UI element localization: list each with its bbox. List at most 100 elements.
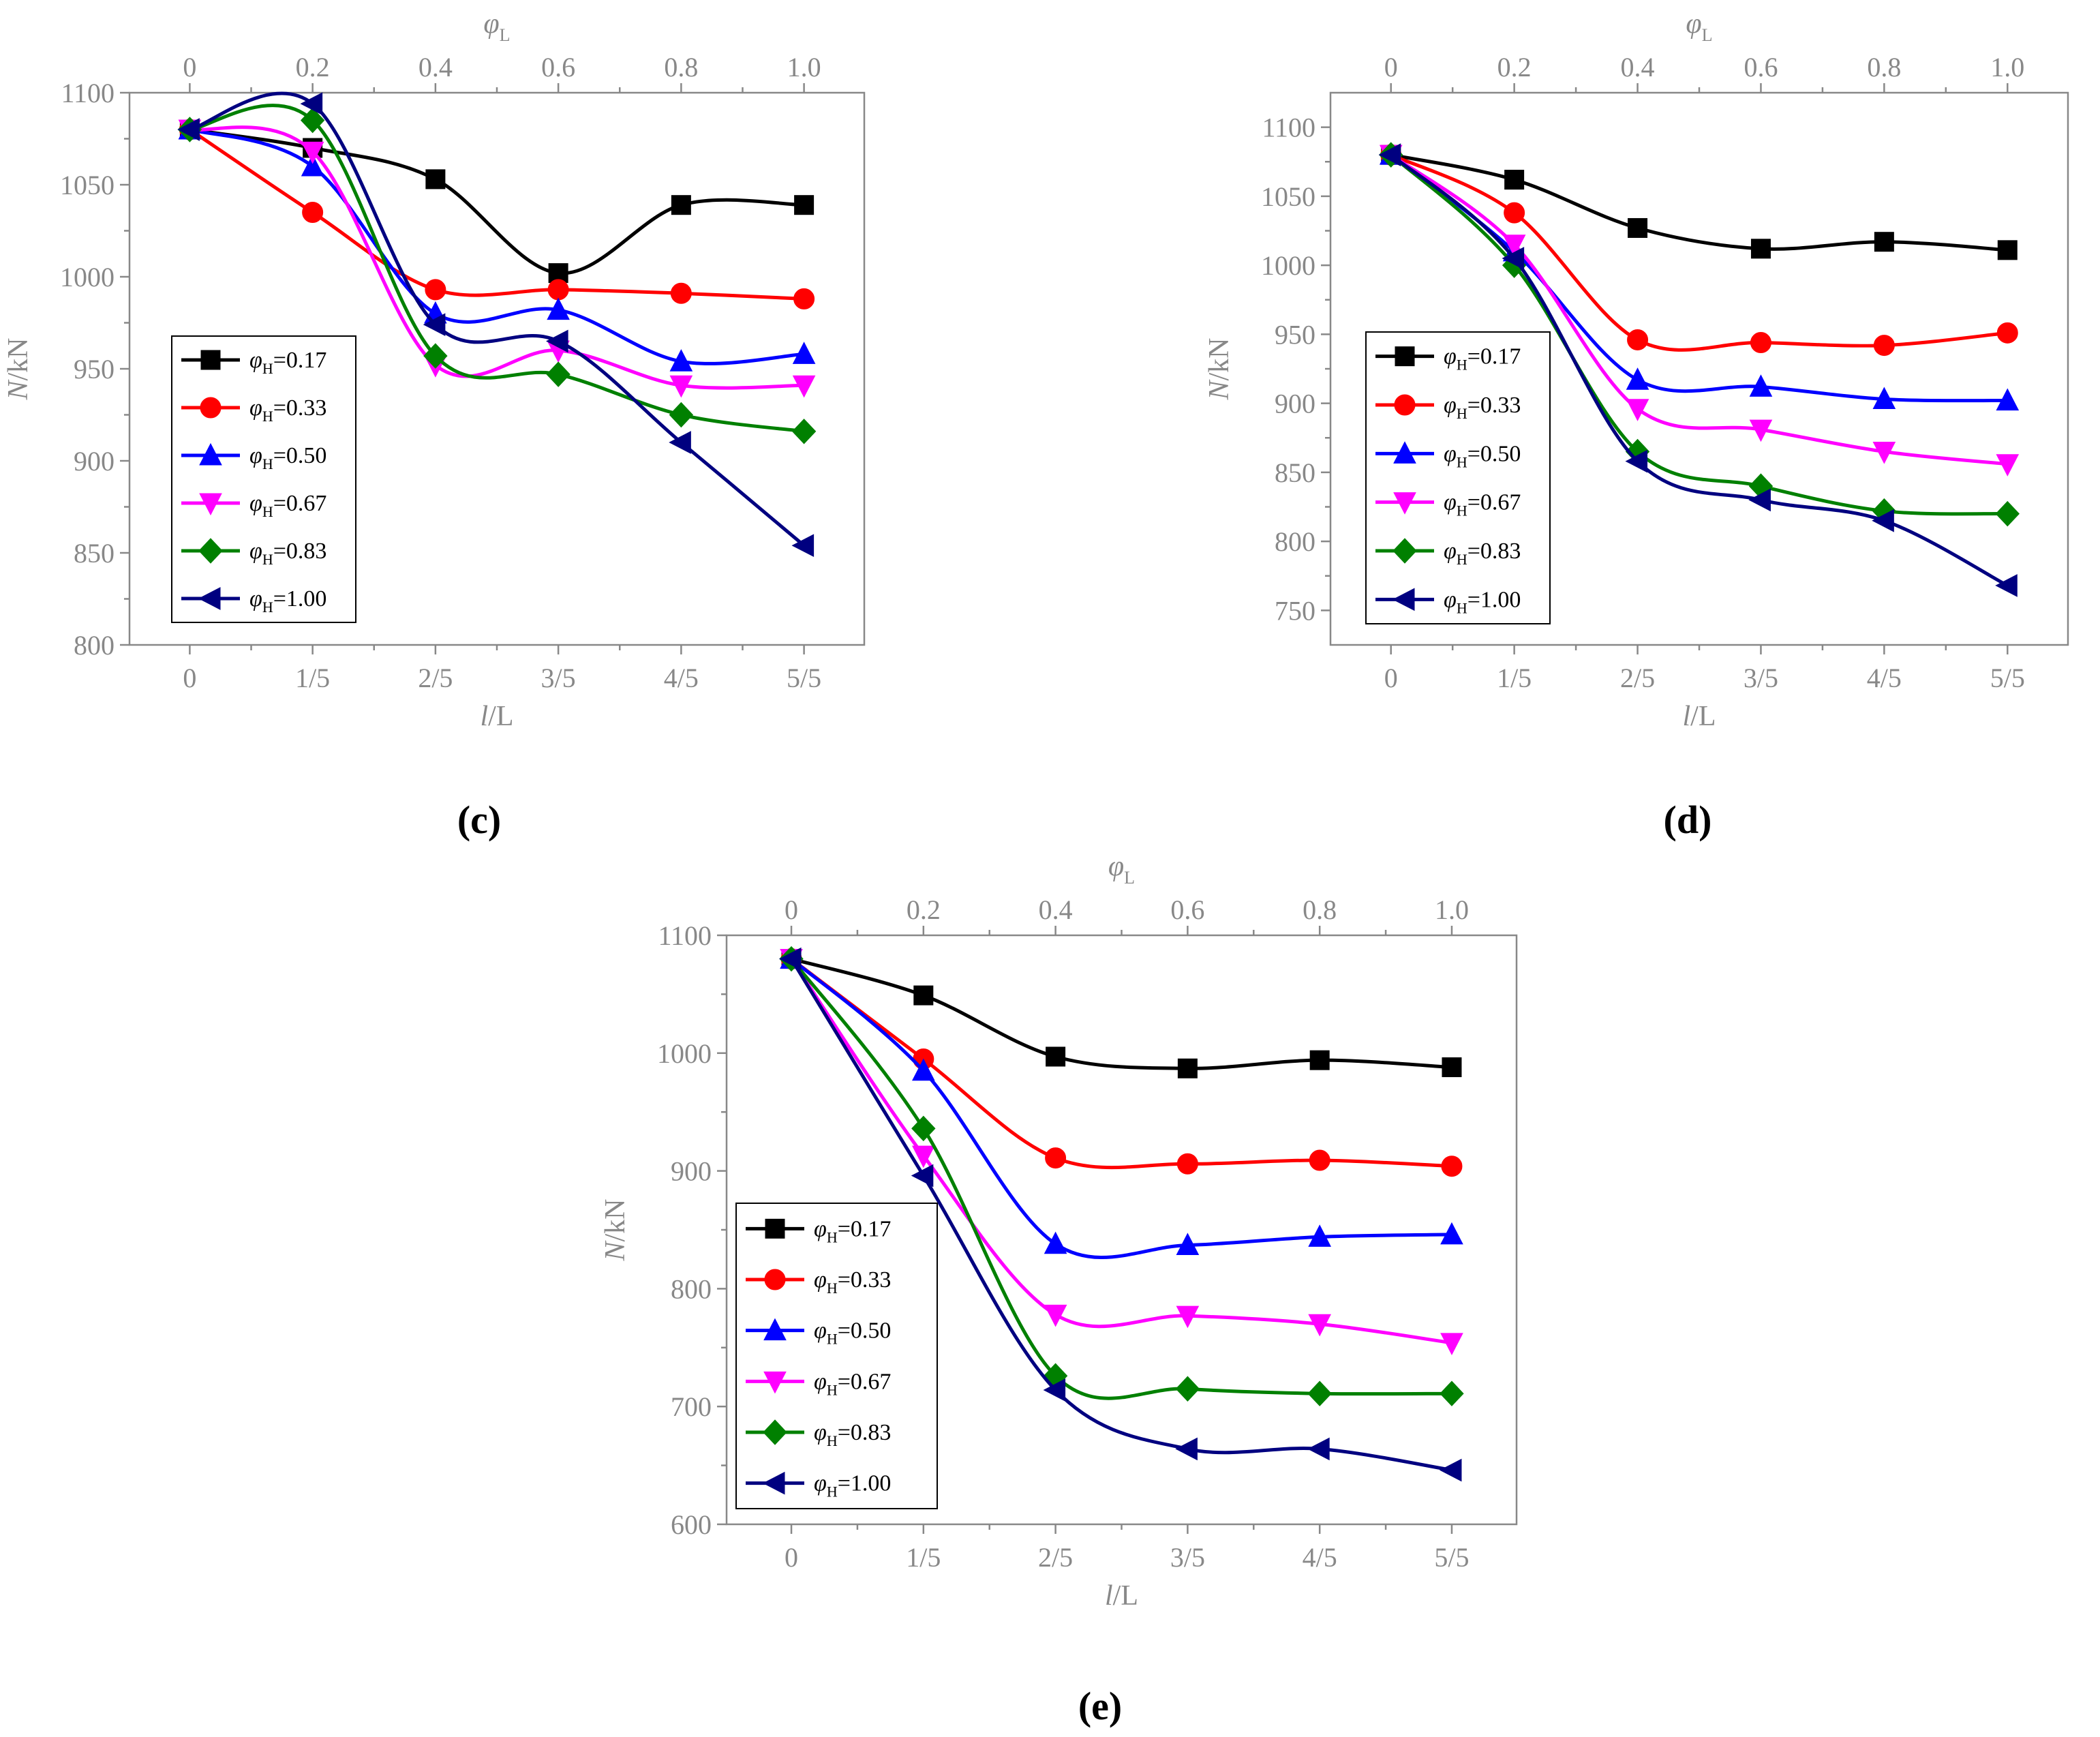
legend-entry: φH=0.17 (1444, 344, 1521, 374)
top-tick-label: 1.0 (1435, 894, 1469, 925)
legend-subscript: H (827, 1280, 838, 1297)
data-point (546, 361, 570, 387)
legend-subscript: H (1457, 405, 1467, 422)
top-tick-label: 0.2 (296, 52, 330, 82)
series-2 (178, 117, 816, 372)
y-tick-label: 850 (1275, 457, 1315, 488)
panel-label: (e) (1078, 1684, 1122, 1728)
y-tick-label: 900 (671, 1156, 712, 1187)
y-axis-title-var: N (1204, 380, 1235, 401)
data-point (1750, 332, 1771, 354)
legend-subscript: H (262, 408, 273, 425)
data-point (1309, 1149, 1330, 1171)
legend-subscript: H (262, 455, 273, 472)
data-point (1873, 335, 1895, 357)
legend-entry: φH=0.33 (249, 395, 326, 425)
data-point (301, 141, 324, 164)
data-point (1996, 388, 2020, 411)
legend-value: =1.00 (838, 1471, 892, 1496)
legend-marker (765, 1218, 785, 1239)
legend-marker (199, 442, 222, 466)
data-point (1504, 170, 1525, 190)
data-point (423, 343, 448, 369)
top-tick-label: 0.4 (1039, 894, 1073, 925)
data-point (669, 349, 693, 372)
legend-marker (200, 397, 222, 419)
legend-symbol: φ (814, 1369, 827, 1394)
data-point (302, 202, 324, 223)
legend-value: =0.17 (1467, 344, 1521, 369)
series-5 (1378, 143, 2018, 597)
legend-value: =0.67 (1467, 490, 1521, 515)
data-point (1175, 1437, 1198, 1461)
legend-entry: φH=0.50 (249, 443, 326, 472)
data-point (1442, 1057, 1462, 1078)
legend-value: =0.50 (273, 443, 327, 468)
legend-subscript: H (1457, 453, 1467, 470)
data-point (793, 288, 815, 309)
data-point (1874, 232, 1894, 252)
y-tick-label: 950 (1275, 319, 1315, 350)
legend-entry: φH=0.17 (814, 1216, 891, 1245)
legend-marker (763, 1318, 787, 1341)
top-tick-label: 0 (785, 894, 798, 925)
top-axis-title-subscript: L (500, 25, 511, 45)
legend-subscript: H (1457, 599, 1467, 616)
panel-label: (d) (1664, 798, 1712, 842)
legend-symbol: φ (1444, 393, 1457, 418)
series-line (189, 91, 806, 547)
legend-marker (762, 1471, 785, 1495)
legend-marker (1395, 346, 1415, 367)
data-point (1626, 367, 1649, 390)
legend-value: =0.33 (273, 395, 327, 421)
data-point (791, 419, 817, 444)
x-axis-title-unit: /L (1113, 1580, 1138, 1612)
x-tick-label: 2/5 (1620, 663, 1655, 693)
legend-subscript: H (1457, 551, 1467, 568)
data-point (791, 534, 815, 558)
data-point (1177, 1058, 1198, 1078)
y-tick-label: 1000 (60, 262, 115, 292)
data-point (1176, 1233, 1200, 1255)
data-point (1440, 1333, 1463, 1355)
data-point (1995, 500, 2020, 527)
legend-symbol: φ (1444, 539, 1457, 564)
data-point (669, 402, 694, 428)
legend-marker (1393, 538, 1417, 564)
top-tick-label: 0.2 (907, 894, 941, 925)
data-point (1044, 1304, 1067, 1327)
legend-marker (1393, 492, 1416, 515)
data-point (1307, 1380, 1332, 1406)
legend-marker (200, 350, 221, 370)
legend-value: =0.83 (1467, 539, 1521, 564)
data-point (1176, 1305, 1200, 1329)
x-tick-label: 0 (183, 663, 196, 693)
x-tick-label: 2/5 (418, 663, 453, 693)
top-tick-label: 0.4 (419, 52, 453, 82)
top-axis-title-symbol: φ (1686, 8, 1701, 40)
series-5 (778, 947, 1462, 1482)
legend-subscript: H (827, 1483, 838, 1500)
y-tick-label: 750 (1275, 595, 1315, 626)
top-axis-title-subscript: L (1702, 25, 1713, 45)
legend-subscript: H (827, 1331, 838, 1348)
data-point (1046, 1046, 1066, 1067)
legend-symbol: φ (1444, 490, 1457, 515)
data-point (547, 279, 569, 301)
x-tick-label: 1/5 (906, 1542, 941, 1573)
top-tick-label: 0.2 (1497, 52, 1532, 82)
y-axis-title: N/kN (1204, 337, 1235, 400)
legend-value: =0.50 (1467, 441, 1521, 466)
data-point (547, 297, 570, 320)
data-point (671, 195, 691, 215)
legend-entry: φH=0.67 (1444, 490, 1521, 519)
top-axis-title-subscript: L (1124, 868, 1135, 888)
legend-value: =1.00 (1467, 587, 1521, 612)
data-point (1749, 374, 1773, 397)
x-tick-label: 4/5 (1303, 1542, 1337, 1573)
legend-box (1365, 331, 1551, 624)
legend-symbol: φ (814, 1318, 827, 1344)
y-tick-label: 600 (671, 1509, 712, 1540)
x-axis-title: l/L (1105, 1580, 1138, 1612)
